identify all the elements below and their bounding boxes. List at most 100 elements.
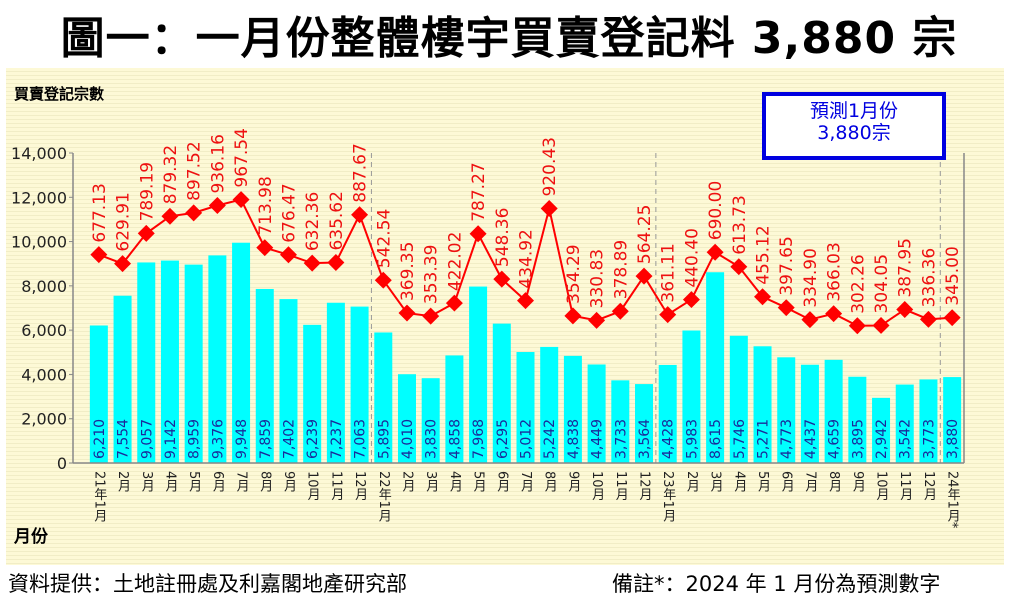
y-tick-label: 14,000 <box>11 144 67 163</box>
line-label: 302.26 <box>848 254 868 313</box>
bar-label: 9,142 <box>163 419 179 459</box>
bar-label: 4,659 <box>827 419 843 459</box>
x-tick-label: 11月 <box>328 471 344 502</box>
bar <box>137 262 156 463</box>
forecast-box: 預測1月份 3,880宗 <box>762 92 946 160</box>
x-tick-label: 11月 <box>897 471 913 502</box>
bar <box>350 306 369 463</box>
bar-label: 6,239 <box>305 419 321 459</box>
bar-label: 3,880 <box>945 419 961 459</box>
bar <box>563 355 582 463</box>
x-tick-label: 7月 <box>518 471 534 494</box>
x-axis-label: 月份 <box>13 526 49 547</box>
bar <box>516 352 535 463</box>
line-marker <box>635 267 653 285</box>
x-tick-label: 22年1月 <box>376 471 392 523</box>
line-label: 369.35 <box>398 242 418 301</box>
line-label: 677.13 <box>90 183 110 242</box>
bar-label: 5,895 <box>376 419 392 459</box>
line-marker <box>540 200 558 217</box>
line-label: 334.90 <box>801 248 821 307</box>
bar-label: 2,942 <box>874 419 890 459</box>
line-label: 455.12 <box>754 225 774 284</box>
chart-title: 圖一：一月份整體樓宇買賣登記料 3,880 宗 <box>60 13 958 64</box>
line-label: 879.32 <box>161 145 181 204</box>
line-label: 422.02 <box>445 232 465 291</box>
bar <box>469 286 488 463</box>
line-label: 353.39 <box>422 245 442 304</box>
line-label: 304.05 <box>872 254 892 313</box>
bar-label: 5,012 <box>519 419 535 459</box>
line-marker <box>374 271 392 289</box>
bar-label: 4,010 <box>400 419 416 459</box>
bar <box>540 346 559 463</box>
bar <box>89 325 108 463</box>
bar <box>587 364 606 463</box>
bar <box>800 364 819 463</box>
line-marker <box>896 301 914 319</box>
line-label: 635.62 <box>327 191 347 250</box>
line-marker <box>517 292 534 310</box>
bar-label: 8,615 <box>708 419 724 459</box>
x-tick-label: 9月 <box>281 471 297 494</box>
y-tick-label: 6,000 <box>21 321 67 340</box>
bar <box>706 272 725 463</box>
bar <box>682 330 701 463</box>
line-label: 397.65 <box>777 236 797 295</box>
bar <box>658 364 677 463</box>
line-marker <box>706 243 724 261</box>
footnote: 備註*：2024 年 1 月份為預測數字 <box>612 572 941 596</box>
bar <box>232 242 251 463</box>
line-label: 354.29 <box>564 244 584 303</box>
line-marker <box>208 197 226 215</box>
line-label: 613.73 <box>730 195 750 254</box>
line-marker <box>801 311 819 329</box>
bar <box>777 357 796 463</box>
line-label: 789.19 <box>137 162 157 221</box>
line-marker <box>445 294 463 312</box>
x-tick-label: 4月 <box>447 471 463 494</box>
line-label: 676.47 <box>279 183 299 242</box>
bar <box>729 335 748 463</box>
x-tick-label: 8月 <box>257 471 273 494</box>
bar-label: 5,271 <box>756 419 772 459</box>
bar-label: 3,733 <box>613 419 629 459</box>
forecast-line2: 3,880宗 <box>817 122 891 144</box>
line-marker <box>754 288 772 306</box>
bar-label: 4,773 <box>779 419 795 459</box>
line-marker <box>351 206 369 224</box>
x-tick-label: 23年1月 <box>660 471 676 523</box>
bar-label: 5,242 <box>542 419 558 459</box>
bar <box>872 397 891 463</box>
line-marker <box>398 304 416 322</box>
line-label: 787.27 <box>469 162 489 221</box>
x-tick-label: 10月 <box>589 471 605 502</box>
bar-label: 6,210 <box>92 419 108 459</box>
bar-label: 4,428 <box>661 419 677 459</box>
bar-label: 7,859 <box>258 419 274 459</box>
bar-label: 5,746 <box>732 419 748 459</box>
y-tick-label: 10,000 <box>11 233 67 252</box>
bar-label: 4,449 <box>590 419 606 459</box>
y-tick-label: 0 <box>57 454 67 473</box>
line-label: 713.98 <box>256 176 276 235</box>
x-tick-label: 3月 <box>139 471 155 494</box>
y-axis-label: 買賣登記宗數 <box>14 85 104 103</box>
line-marker <box>588 311 606 329</box>
line-marker <box>825 305 843 323</box>
line-label: 564.25 <box>635 205 655 264</box>
line-marker <box>919 310 937 328</box>
x-tick-label: 5月 <box>755 471 771 494</box>
source-note: 資料提供：土地註冊處及利嘉閣地產研究部 <box>8 572 407 596</box>
bar-label: 7,968 <box>471 419 487 459</box>
line-label: 434.92 <box>517 229 537 288</box>
line-marker <box>114 255 132 273</box>
y-tick-label: 2,000 <box>21 410 67 429</box>
x-tick-label: 10月 <box>874 471 890 502</box>
x-tick-label: 6月 <box>779 471 795 494</box>
x-tick-label: 24年1月* <box>945 471 961 529</box>
bar-label: 4,858 <box>447 419 463 459</box>
x-tick-label: 6月 <box>210 471 226 494</box>
bar-label: 3,895 <box>850 419 866 459</box>
bar-label: 9,376 <box>210 419 226 459</box>
